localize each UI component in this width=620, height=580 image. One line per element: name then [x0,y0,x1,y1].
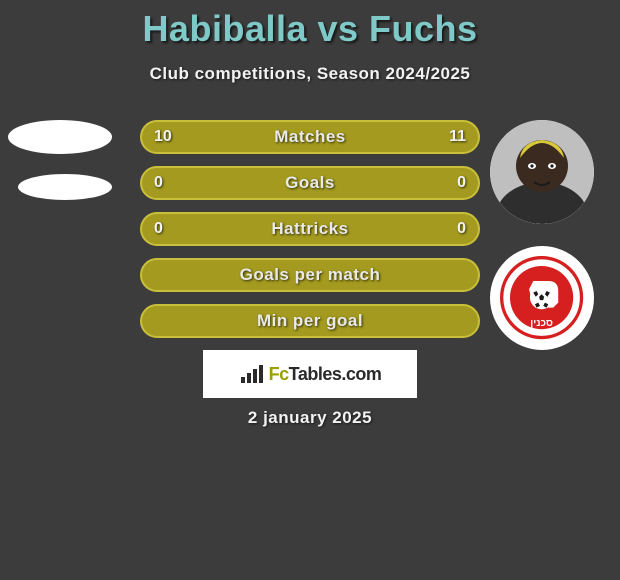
stat-bar: Hattricks 0 0 [140,212,480,246]
right-player-avatar [490,120,594,224]
stat-bar: Goals 0 0 [140,166,480,200]
stat-bar: Matches 10 11 [140,120,480,154]
comparison-bars: Matches 10 11 Goals 0 0 Hattricks 0 0 Goals per m… [140,120,480,350]
left-player-avatar [8,120,112,154]
stat-left-value: 0 [154,174,163,192]
stat-right-value: 0 [457,174,466,192]
stat-right-value: 11 [449,128,466,146]
watermark-text: FcTables.com [269,364,382,385]
right-column: סכנין [490,120,602,372]
right-club-badge: סכנין [490,246,594,350]
date-label: 2 january 2025 [0,408,620,428]
stat-label: Hattricks [271,219,348,239]
stat-label: Matches [274,127,346,147]
stat-bar: Min per goal [140,304,480,338]
stat-label: Goals per match [240,265,381,285]
stat-label: Min per goal [257,311,363,331]
left-column [8,120,120,222]
chart-icon [239,363,265,385]
stat-left-value: 0 [154,220,163,238]
subtitle: Club competitions, Season 2024/2025 [0,64,620,84]
svg-text:סכנין: סכנין [531,318,554,329]
stat-label: Goals [285,173,335,193]
page-title: Habiballa vs Fuchs [0,0,620,50]
left-club-badge [18,174,112,200]
stat-right-value: 0 [457,220,466,238]
stat-bar: Goals per match [140,258,480,292]
watermark: FcTables.com [203,350,417,398]
stat-left-value: 10 [154,128,172,146]
